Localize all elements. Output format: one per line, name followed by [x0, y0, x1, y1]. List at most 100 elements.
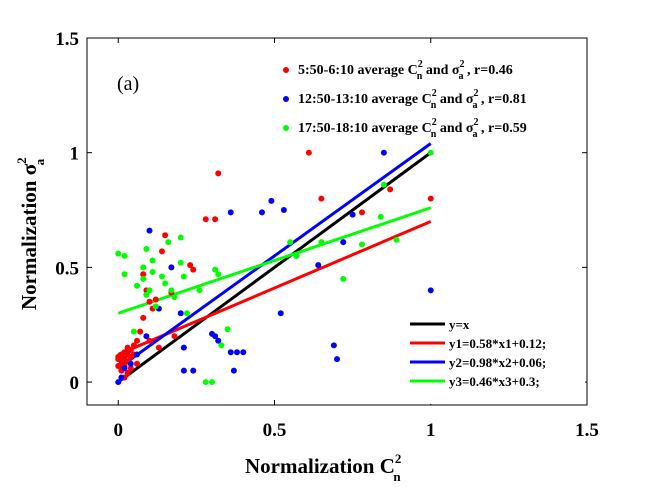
data-point	[115, 250, 122, 257]
data-point	[134, 351, 140, 358]
data-point	[137, 328, 144, 335]
data-point	[171, 333, 178, 340]
data-point	[155, 344, 162, 351]
data-point	[240, 349, 247, 356]
data-point	[334, 356, 340, 363]
data-point	[143, 291, 150, 298]
x-axis-label-base: Normalization C	[245, 454, 395, 478]
data-point	[152, 296, 159, 303]
data-point	[427, 287, 434, 294]
panel-label: (a)	[117, 73, 139, 95]
data-point	[340, 239, 347, 246]
legend-sub: n	[431, 100, 437, 111]
y-tick-label: 1	[70, 144, 80, 165]
fit-lines	[117, 142, 432, 384]
scatter-points	[115, 149, 434, 386]
plot-area: 0 0.5 1 1.5 0 0.5 1 1.5	[55, 29, 599, 441]
data-point	[190, 367, 197, 374]
data-point	[180, 367, 187, 374]
data-point	[280, 207, 287, 214]
legend-sup: 2	[418, 59, 423, 70]
x-tick-label: 0.5	[263, 420, 287, 441]
data-point	[215, 170, 222, 177]
data-point	[380, 149, 387, 156]
legend-sub: n	[431, 129, 437, 140]
data-point	[305, 149, 312, 156]
data-point	[187, 262, 194, 269]
data-point	[227, 209, 234, 216]
data-point	[212, 216, 219, 223]
data-point	[115, 363, 122, 370]
x-tick-label: 1	[426, 420, 436, 441]
fit-line	[117, 142, 432, 370]
data-point	[121, 271, 128, 278]
data-point	[212, 333, 219, 340]
axis-ticks: 0 0.5 1 1.5 0 0.5 1 1.5	[55, 29, 599, 441]
legend-text: , r=0.81	[478, 92, 527, 107]
data-point	[146, 337, 153, 344]
x-axis-label: Normalization C2 n	[245, 451, 401, 484]
data-point	[115, 379, 122, 386]
data-point	[177, 234, 184, 241]
data-point	[349, 211, 356, 218]
data-point	[224, 326, 231, 333]
legend-sub: a	[459, 71, 464, 82]
data-point	[427, 149, 434, 156]
fit-line	[117, 206, 432, 315]
data-point	[234, 349, 240, 356]
data-point	[202, 216, 209, 223]
data-point	[230, 367, 237, 374]
legend-entry: 12:50-13:10 average C2 n and σ2 a , r=0.81	[298, 88, 527, 111]
data-point	[427, 195, 434, 202]
data-point	[340, 275, 347, 282]
x-tick-label: 1.5	[575, 420, 599, 441]
data-point	[130, 328, 137, 335]
data-point	[212, 266, 219, 273]
data-point	[177, 310, 184, 317]
data-point	[380, 181, 387, 188]
data-point	[127, 365, 134, 372]
legend-sup: 2	[474, 117, 479, 128]
data-point	[149, 257, 156, 264]
data-point	[215, 337, 222, 344]
y-axis-label-sub: a	[32, 158, 47, 165]
legend-line-label: y1=0.58*x1+0.12;	[449, 336, 546, 351]
data-point	[130, 342, 137, 349]
data-point	[359, 209, 365, 216]
data-point	[259, 209, 265, 216]
data-point	[143, 246, 150, 253]
data-point	[134, 360, 140, 367]
legend-sup: 2	[432, 88, 437, 99]
legend-sup: 2	[474, 88, 479, 99]
legend-line-label: y3=0.46*x3+0.3;	[449, 374, 540, 389]
data-point	[118, 374, 125, 381]
legend-line-label: y2=0.98*x2+0.06;	[449, 355, 546, 370]
data-point	[121, 365, 128, 372]
data-point	[140, 264, 147, 271]
legend-sub: a	[473, 129, 478, 140]
y-axis-label-base: Normalization σ	[17, 163, 41, 310]
data-point	[180, 344, 187, 351]
data-point	[159, 248, 165, 255]
legend-sup: 2	[460, 59, 465, 70]
data-point	[218, 342, 225, 349]
legend-text: 12:50-13:10 average C	[298, 92, 432, 107]
series-legend: 5:50-6:10 average C2 n and σ2 a , r=0.4612…	[283, 59, 527, 140]
data-point	[184, 310, 190, 317]
legend-text: and	[436, 92, 466, 107]
data-point	[140, 271, 147, 278]
y-tick-label: 0	[70, 373, 80, 394]
x-axis-label-sub: n	[393, 469, 401, 484]
data-point	[171, 294, 178, 301]
legend-text: and	[422, 63, 452, 78]
data-point	[162, 232, 169, 239]
legend-line-label: y=x	[449, 317, 470, 332]
data-point	[146, 287, 153, 294]
y-tick-label: 1.5	[55, 29, 79, 50]
legend-text: σ	[466, 121, 474, 136]
data-point	[330, 342, 337, 349]
data-point	[202, 379, 209, 386]
data-point	[159, 273, 165, 280]
data-point	[277, 310, 284, 317]
